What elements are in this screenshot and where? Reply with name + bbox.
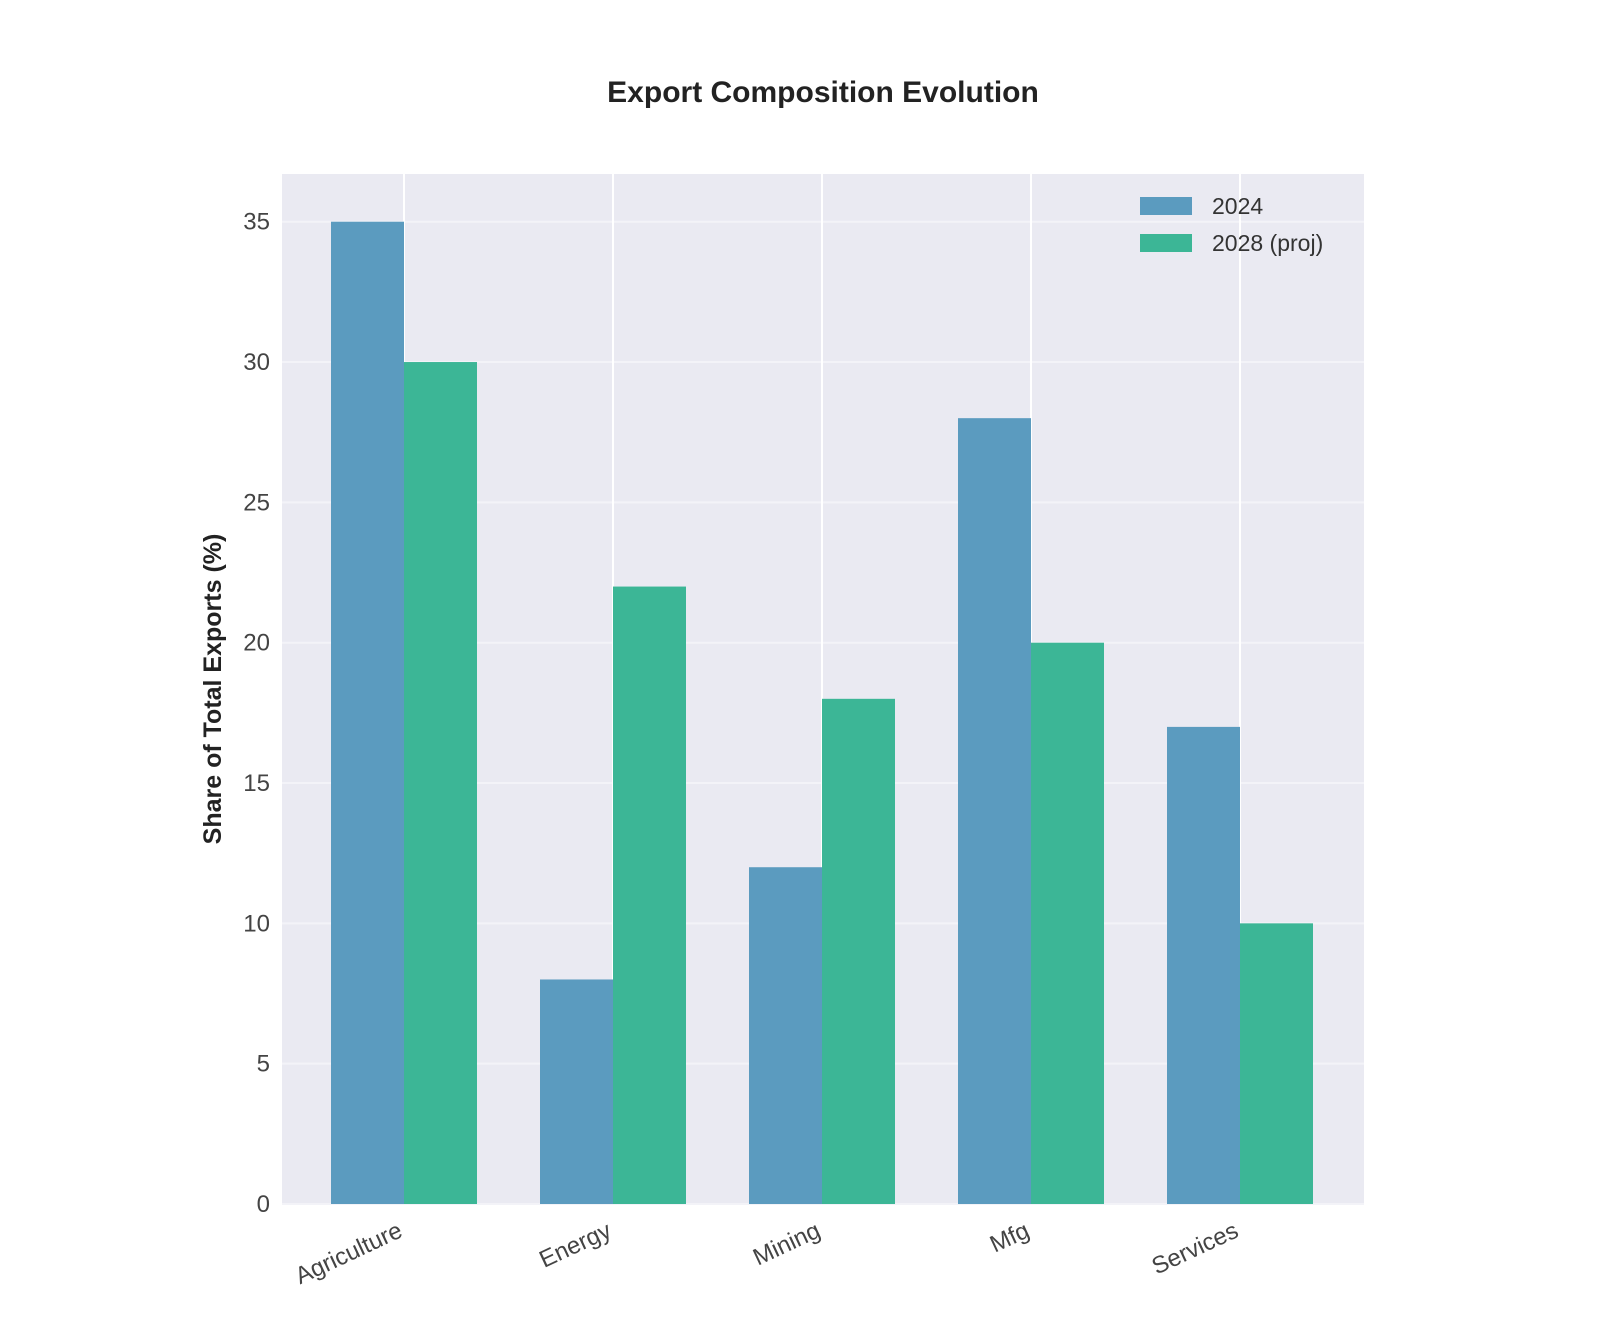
bar-mfg-series-2: [1031, 642, 1104, 1204]
y-tick-label: 30: [243, 349, 270, 376]
legend-swatch: [1140, 197, 1192, 215]
bar-agriculture-series-2: [404, 362, 477, 1204]
bar-energy-series-1: [540, 979, 613, 1204]
legend: 2024 2028 (proj): [1140, 193, 1323, 256]
legend-label: 2024: [1212, 193, 1263, 219]
x-tick-label: Services: [1148, 1217, 1243, 1280]
legend-swatch: [1140, 234, 1192, 252]
x-axis-ticks: Agriculture Energy Mining Mfg Services: [291, 1217, 1242, 1290]
x-tick-label: Agriculture: [291, 1217, 406, 1290]
y-axis-label: Share of Total Exports (%): [199, 534, 227, 845]
y-axis-ticks: 0 5 10 15 20 25 30 35: [243, 209, 270, 1218]
x-tick-label: Mfg: [986, 1217, 1034, 1258]
y-tick-label: 0: [257, 1191, 270, 1218]
bar-mining-series-2: [822, 698, 895, 1204]
y-tick-label: 10: [243, 910, 270, 937]
x-tick-label: Energy: [535, 1217, 615, 1274]
y-tick-label: 35: [243, 209, 270, 236]
y-tick-label: 5: [257, 1051, 270, 1078]
bar-mfg-series-1: [958, 418, 1031, 1204]
chart-title: Export Composition Evolution: [607, 76, 1039, 109]
x-tick-label: Mining: [749, 1217, 824, 1271]
bar-agriculture-series-1: [331, 221, 404, 1204]
bar-services-series-2: [1240, 923, 1313, 1204]
y-tick-label: 20: [243, 630, 270, 657]
y-tick-label: 15: [243, 770, 270, 797]
bar-mining-series-1: [749, 867, 822, 1204]
bars-layer: [331, 221, 1313, 1204]
legend-label: 2028 (proj): [1212, 230, 1323, 256]
bar-services-series-1: [1167, 726, 1240, 1204]
y-tick-label: 25: [243, 489, 270, 516]
bar-energy-series-2: [613, 586, 686, 1204]
